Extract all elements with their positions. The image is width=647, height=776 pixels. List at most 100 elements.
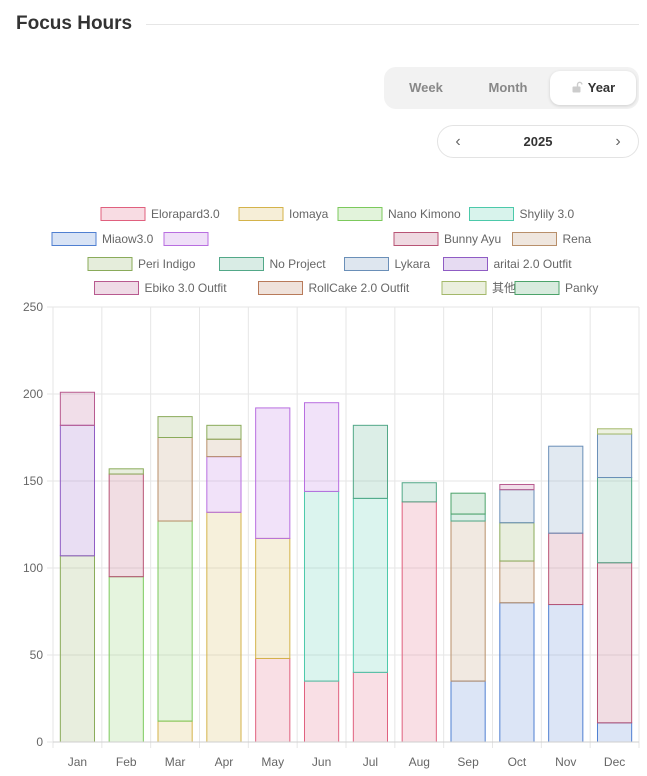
x-tick-label: Jun [312,755,331,769]
y-tick-label: 150 [23,474,43,488]
bar-segment [255,407,291,539]
bar-segment [157,720,193,743]
x-tick-label: Jul [363,755,378,769]
legend-swatch [469,207,514,221]
legend-swatch [337,207,383,221]
legend-swatch [344,257,389,271]
legend-label: Peri Indigo [138,257,196,271]
y-tick-label: 50 [30,648,44,662]
bar-segment [59,424,96,557]
bar-segment [499,560,535,604]
period-toggle: Week Month Year [384,67,639,109]
tab-week-label: Week [409,80,443,95]
bar-segment [548,604,584,743]
bar-segment [596,562,633,724]
bar-segment [450,513,486,522]
legend-label: Iomaya [289,207,329,221]
legend-label: Ebiko 3.0 Outfit [145,281,228,295]
bar-segment [303,490,340,682]
chart-bars [59,391,633,743]
legend-swatch [238,207,284,221]
tab-year[interactable]: Year [550,71,636,105]
bar-segment [352,497,389,673]
bar-segment [59,555,96,743]
bar-segment [352,671,389,743]
y-tick-label: 100 [23,561,43,575]
legend-label: Nano Kimono [388,207,461,221]
bar-segment [352,424,389,499]
x-tick-label: Oct [508,755,527,769]
legend-label: Bunny Ayu [444,232,501,246]
legend-label: Lykara [395,257,431,271]
bar-segment [596,428,633,435]
chart-legend: Elorapard3.0 Iomaya Nano Kimono Shylily 3.0… [51,207,598,295]
x-tick-label: Nov [555,755,576,769]
legend-label: No Project [270,257,327,271]
bar-segment [303,402,340,492]
legend-label: Miaow3.0 [102,232,154,246]
bar-segment [206,456,242,513]
y-tick-label: 200 [23,387,43,401]
legend-swatch [512,232,557,246]
x-tick-label: May [261,755,284,769]
bar-segment [108,468,144,475]
bar-segment [450,520,486,682]
y-tick-label: 0 [36,735,43,749]
bar-segment [450,492,486,515]
bar-segment [206,424,242,440]
chart-grid [47,306,640,748]
x-tick-label: Dec [604,755,625,769]
bar-segment [255,537,291,659]
legend-label: 其他 [492,281,516,295]
legend-swatch [393,232,439,246]
year-navigator: ‹ 2025 › [437,125,639,158]
legend-swatch [51,232,97,246]
bar-segment [108,576,144,743]
legend-label: Shylily 3.0 [520,207,575,221]
bar-segment [59,391,96,426]
bar-segment [450,680,486,743]
tab-week[interactable]: Week [388,71,464,105]
legend-swatch [219,257,264,271]
bar-segment [157,520,193,722]
legend-label: aritai 2.0 Outfit [494,257,573,271]
bar-segment [499,483,535,491]
bar-segment [548,532,584,606]
x-tick-label: Sep [457,755,479,769]
bar-segment [206,438,242,458]
header-divider [146,23,639,25]
legend-swatch [514,281,560,295]
legend-swatch [87,257,133,271]
bar-segment [108,473,144,578]
tab-month[interactable]: Month [470,71,546,105]
x-tick-label: Apr [215,755,234,769]
bar-segment [255,657,291,743]
legend-label: Panky [565,281,598,295]
tab-month-label: Month [488,80,528,95]
bar-segment [157,416,193,438]
bar-segment [499,489,535,524]
legend-swatch [163,232,209,246]
bar-segment [596,433,633,479]
bar-segment [206,511,242,743]
section-header: Focus Hours [16,10,639,38]
x-tick-label: Mar [165,755,186,769]
x-tick-label: Jan [68,755,87,769]
page-title: Focus Hours [16,13,133,34]
legend-label: Elorapard3.0 [151,207,220,221]
bar-segment [548,445,584,534]
legend-label: RollCake 2.0 Outfit [309,281,410,295]
y-tick-label: 250 [23,300,43,314]
bar-segment [401,501,437,743]
unlock-icon [572,81,583,93]
legend-label: Rena [563,232,592,246]
bar-segment [596,477,633,564]
legend-swatch [258,281,303,295]
focus-hours-chart: Elorapard3.0 Iomaya Nano Kimono Shylily 3.0… [23,207,640,769]
chevron-right-icon[interactable]: › [615,133,621,150]
x-tick-label: Feb [116,755,137,769]
legend-swatch [443,257,488,271]
chevron-left-icon[interactable]: ‹ [455,133,461,150]
x-tick-label: Aug [409,755,430,769]
year-label: 2025 [523,134,553,149]
